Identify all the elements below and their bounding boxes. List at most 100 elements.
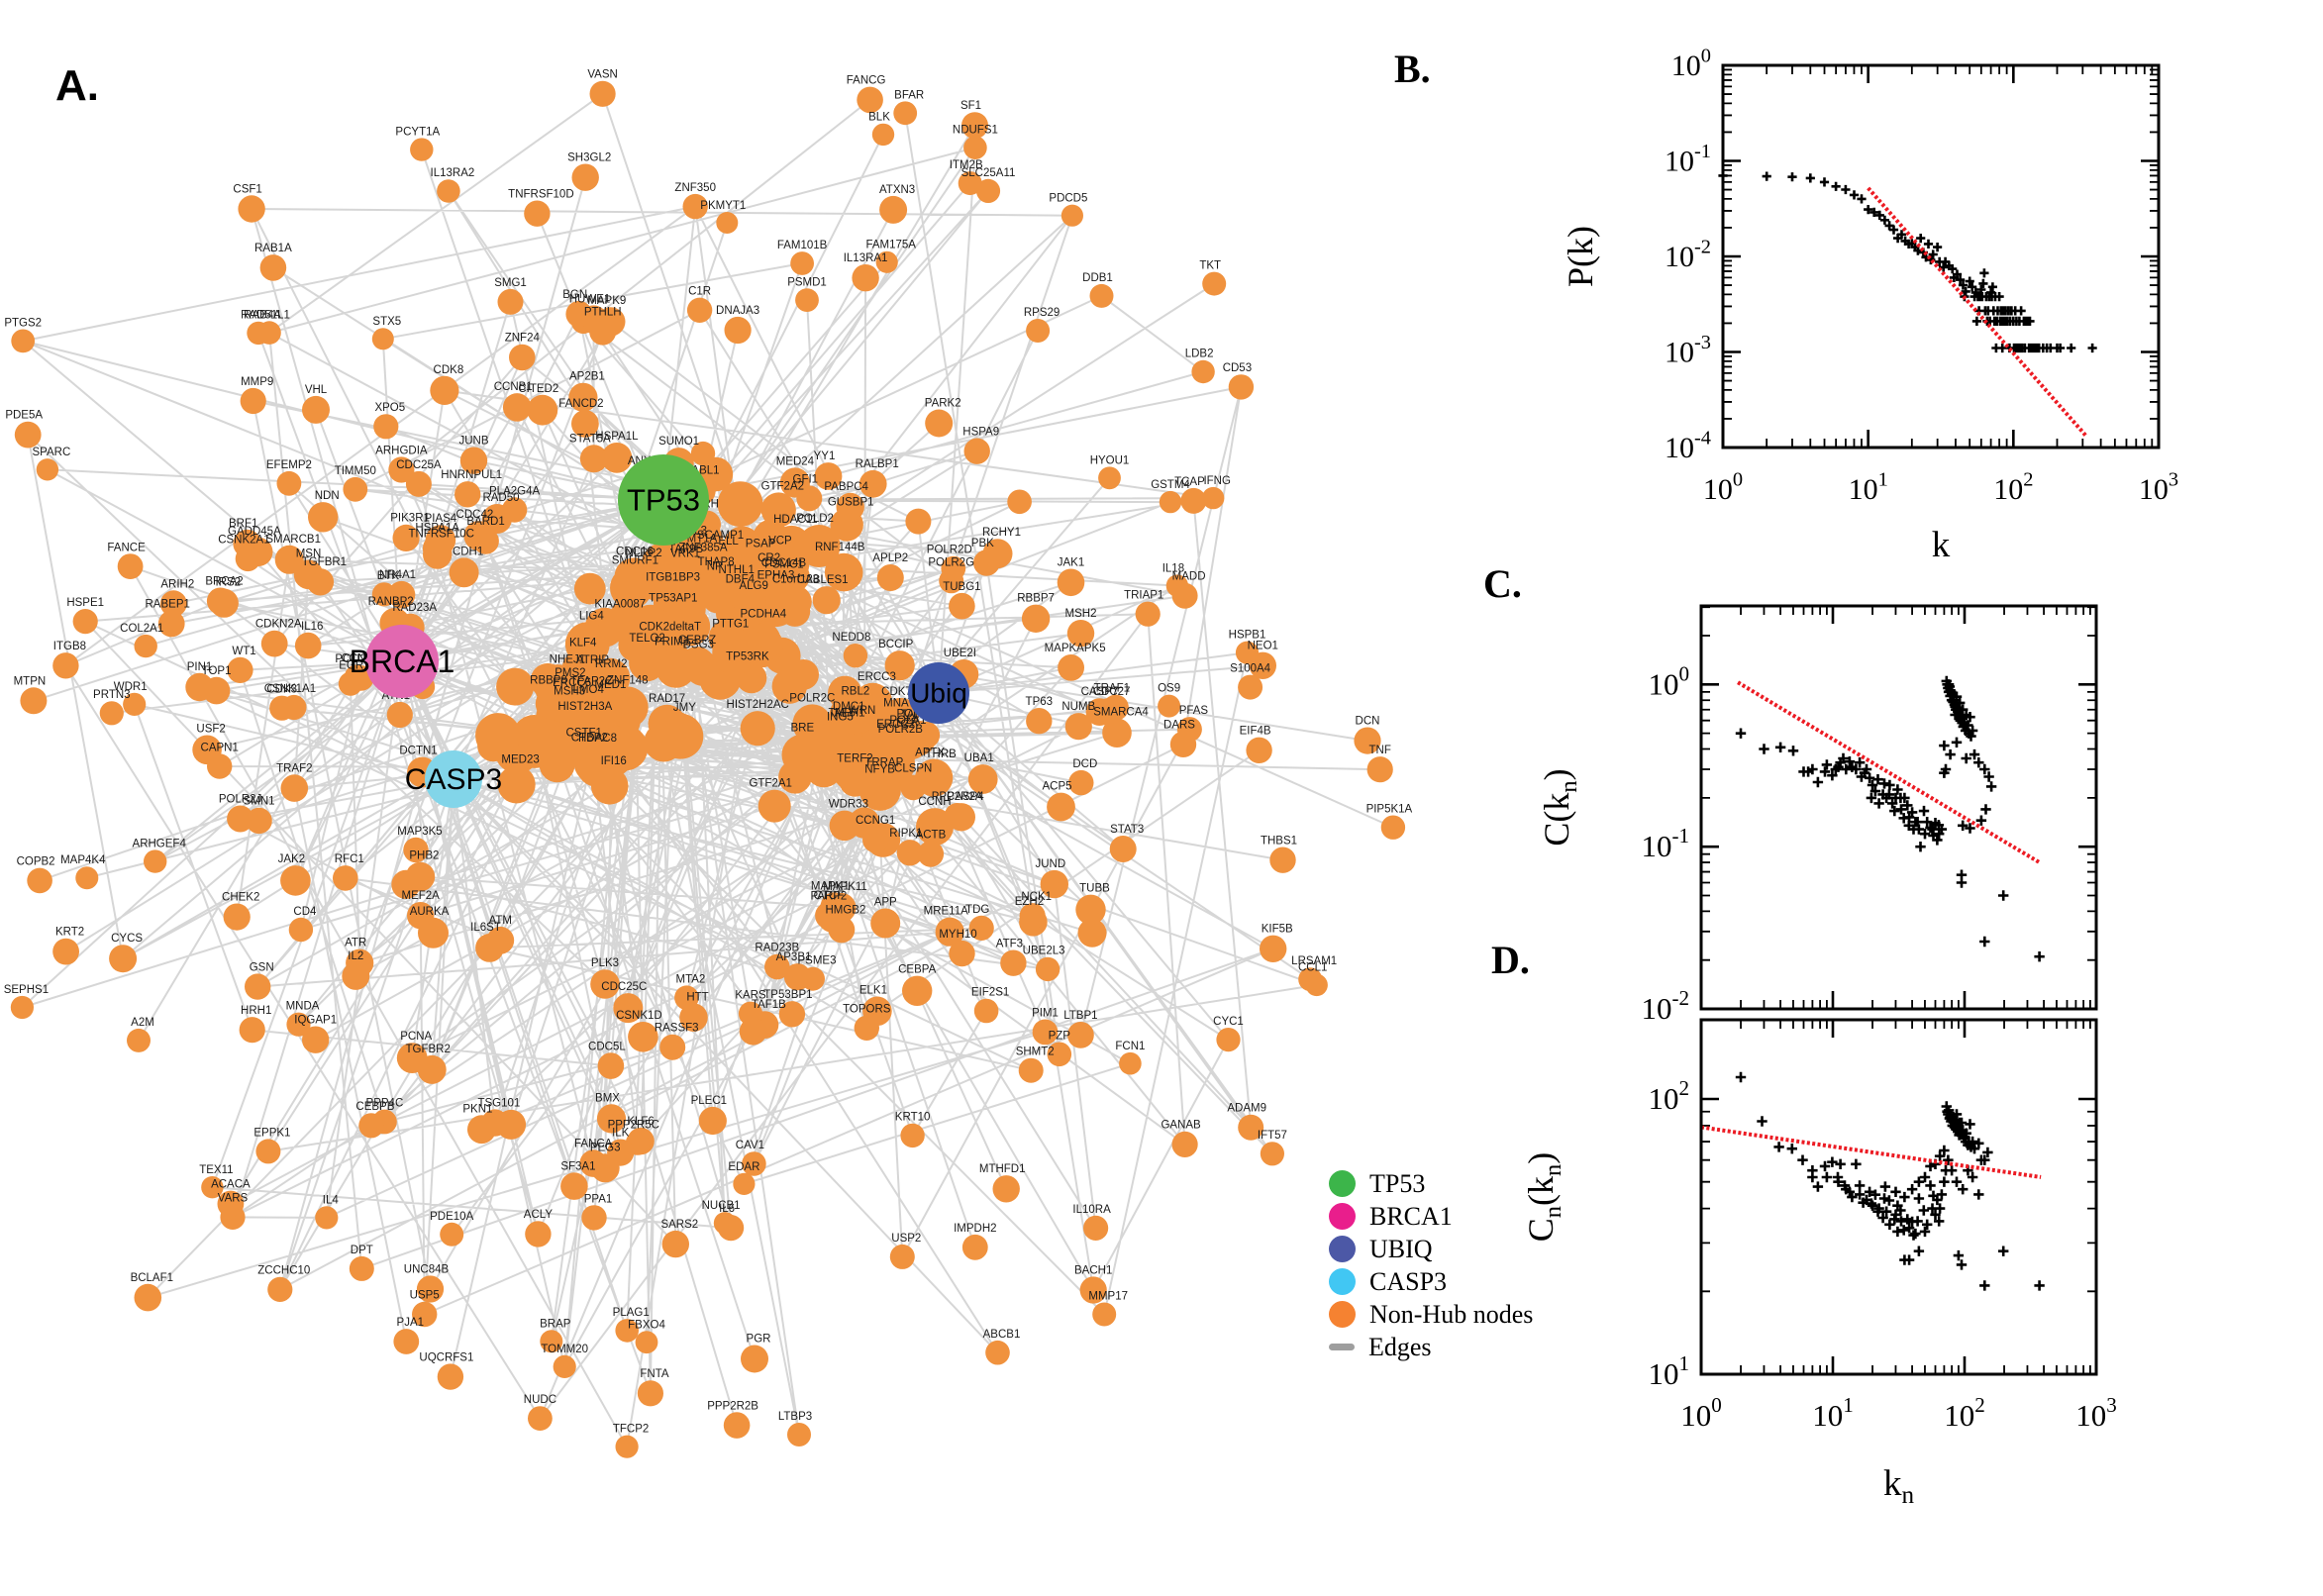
network-node xyxy=(527,394,558,426)
gene-label: PJA1 xyxy=(397,1317,425,1329)
gene-label: JAK1 xyxy=(1058,557,1085,569)
gene-label: JAK2 xyxy=(278,853,306,865)
network-node xyxy=(308,502,339,533)
gene-label: EIF4B xyxy=(1240,726,1271,738)
gene-label: PTHLH xyxy=(584,307,622,319)
panel-label-c: C. xyxy=(1483,561,1522,606)
gene-label: HDAC8 xyxy=(578,733,617,745)
network-node xyxy=(553,1354,576,1378)
network-node xyxy=(1083,1215,1109,1241)
hub-node-tp53 xyxy=(618,454,709,546)
gene-label: BCLAF1 xyxy=(131,1272,173,1284)
gene-label: PDE10A xyxy=(430,1211,473,1223)
gene-label: CSNK1D xyxy=(616,1010,662,1022)
minor-ticks xyxy=(1723,65,2159,448)
axis-label: Cn(kn) xyxy=(1521,1152,1566,1242)
network-node xyxy=(1246,737,1272,763)
gene-label: PKN1 xyxy=(462,1103,492,1115)
network-node xyxy=(281,694,307,721)
gene-label: CEBPA xyxy=(898,964,936,976)
network-node xyxy=(449,557,479,588)
gene-label: FANCA xyxy=(574,1138,613,1149)
gene-label: RBBP8 xyxy=(530,675,567,687)
gene-label: PIN1 xyxy=(187,661,213,673)
network-node xyxy=(185,672,214,702)
gene-label: SLC25A11 xyxy=(961,167,1016,179)
fit-line xyxy=(1700,1125,2042,1179)
gene-label: TRRAP xyxy=(864,757,903,769)
gene-label: IL16 xyxy=(301,621,323,633)
gene-label: MED23 xyxy=(501,753,539,765)
gene-label: DCN xyxy=(1356,716,1380,728)
gene-label: POLA1 xyxy=(889,715,926,727)
gene-label: PDCD5 xyxy=(1049,193,1087,205)
network-node xyxy=(1032,1019,1059,1046)
network-node xyxy=(871,123,895,147)
gene-label: IMPDH2 xyxy=(954,1223,996,1235)
gene-label: CDK7 xyxy=(881,686,912,698)
network-node xyxy=(117,553,144,579)
gene-label: CDKN2A xyxy=(255,619,302,631)
gene-label: PPP2R2A xyxy=(932,791,983,803)
gene-label: SEPHS1 xyxy=(4,984,49,996)
network-node xyxy=(502,393,532,422)
network-node xyxy=(1109,836,1137,862)
gene-label: PTGS2 xyxy=(4,318,42,330)
gene-label: DPT xyxy=(351,1245,373,1256)
network-node xyxy=(1058,654,1084,681)
gene-label: CSF1 xyxy=(233,183,261,195)
gene-label: FANCD2 xyxy=(558,398,603,410)
gene-label: UQCRFS1 xyxy=(419,1351,473,1363)
network-node xyxy=(134,634,157,658)
network-node xyxy=(879,195,908,224)
gene-label: FAM101B xyxy=(777,240,828,251)
network-node xyxy=(240,387,266,415)
gene-label: ATR xyxy=(345,938,366,949)
gene-label: CYCS xyxy=(111,933,143,945)
network-node xyxy=(1180,487,1207,514)
network-node xyxy=(629,645,666,682)
network-node xyxy=(596,1104,627,1134)
network-node xyxy=(949,940,975,967)
network-node xyxy=(758,789,791,823)
network-node xyxy=(223,903,251,931)
gene-label: TP63 xyxy=(1026,696,1054,708)
axis-label: P(k) xyxy=(1561,226,1600,287)
gene-label: CEBPZ xyxy=(678,635,716,647)
hub-label-tp53: TP53 xyxy=(627,483,700,518)
gene-label: IL2 xyxy=(348,950,363,962)
gene-label: KLF4 xyxy=(569,637,597,648)
network-node xyxy=(889,1244,915,1269)
gene-label: ERCC3 xyxy=(858,671,896,683)
network-node xyxy=(961,112,988,140)
gene-label: HIST2H2AC xyxy=(727,699,789,711)
network-node xyxy=(260,630,288,657)
gene-label: HMGB2 xyxy=(825,905,865,917)
gene-label: BRE xyxy=(790,723,814,735)
network-node xyxy=(565,300,592,328)
gene-label: ATM xyxy=(489,915,512,927)
brca1-node-icon xyxy=(1329,1203,1356,1230)
gene-label: RALBP1 xyxy=(856,458,899,470)
network-node xyxy=(392,524,420,552)
network-node xyxy=(818,712,855,748)
network-node xyxy=(839,764,871,797)
network-node xyxy=(405,470,432,497)
gene-label: TFCP2 xyxy=(613,1424,649,1436)
network-node xyxy=(459,447,488,474)
network-node xyxy=(939,568,964,594)
network-node xyxy=(828,675,862,710)
gene-label: UBE2I xyxy=(944,648,976,659)
gene-label: CASP7 xyxy=(1081,686,1119,698)
gene-label: STAT5A xyxy=(569,433,611,445)
gene-label: USF2 xyxy=(196,724,225,736)
network-node xyxy=(641,543,686,588)
network-node xyxy=(637,1380,664,1407)
network-node xyxy=(509,344,536,371)
gene-label: BRF1 xyxy=(229,518,257,530)
network-node xyxy=(790,251,814,275)
network-node xyxy=(349,1255,374,1281)
network-node xyxy=(1354,727,1381,754)
network-node xyxy=(239,1017,265,1044)
